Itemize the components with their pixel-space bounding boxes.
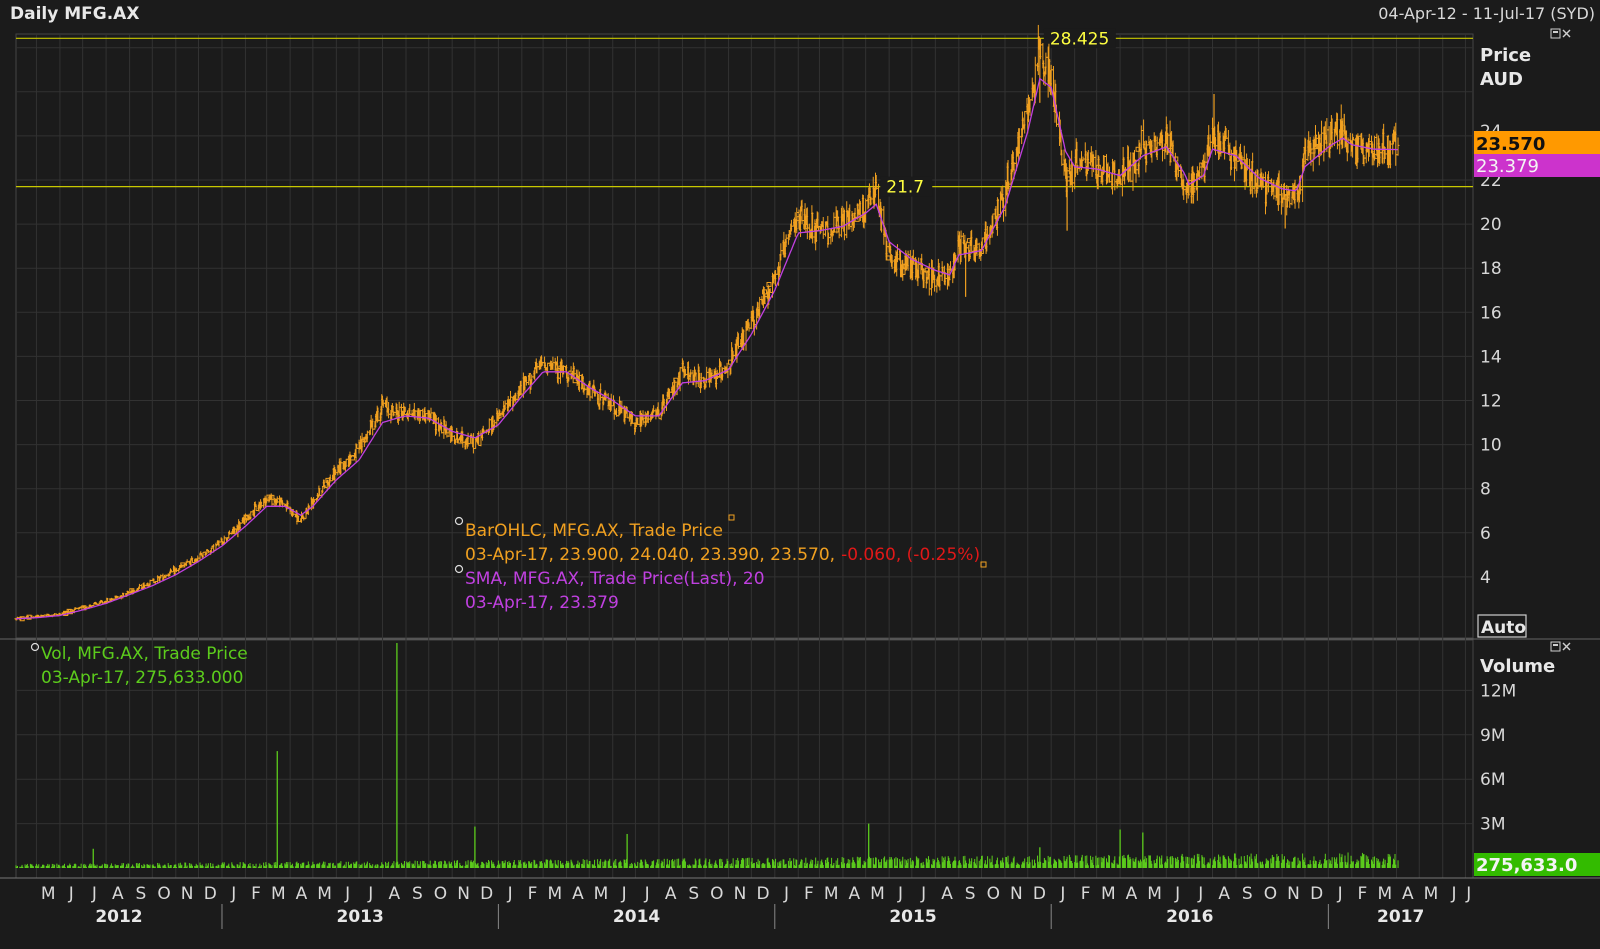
price-marker [727,359,733,365]
price-panel-frame [15,33,1474,639]
horizontal-lines: 28.425 21.7 [16,28,1473,198]
event-markers [19,130,1380,622]
price-marker [266,494,272,500]
price-marker [129,588,135,594]
price-marker [180,562,186,568]
price-marker [1342,130,1348,136]
hline-label: 28.425 [1050,29,1109,49]
price-marker [325,477,331,483]
price-marker [362,437,368,443]
price-marker [26,614,32,620]
price-marker [762,289,768,295]
price-marker [1316,144,1322,150]
price-marker [496,413,502,419]
price-marker [458,438,464,444]
hline-label: 21.7 [886,178,924,198]
price-marker [1199,162,1205,168]
price-marker [400,407,406,413]
price-marker [1310,148,1316,154]
price-marker [900,264,906,270]
price-marker [766,281,772,287]
volume-bars [15,643,1399,868]
price-marker [642,417,648,423]
grid-layer [16,34,1473,878]
price-marker [572,378,578,384]
price-marker [269,494,275,500]
price-marker [1190,187,1196,193]
price-marker [803,223,809,229]
price-marker [556,368,562,374]
sma-line [16,77,1398,620]
price-marker [924,267,930,273]
price-marker [1065,176,1071,182]
price-marker [673,377,679,383]
price-marker [885,255,891,261]
date-range: 04-Apr-12 - 11-Jul-17 (SYD) [1378,4,1595,23]
hline-label-bg [880,176,933,197]
price-marker [1312,143,1318,149]
price-marker [349,455,355,461]
price-marker [1116,178,1122,184]
price-marker [1283,194,1289,200]
price-marker [796,216,802,222]
price-marker [966,238,972,244]
price-marker [1374,153,1380,159]
chart-title: Daily MFG.AX [10,4,139,24]
header-bar [0,0,1600,26]
price-marker [243,515,249,521]
price-marker [1135,146,1141,152]
hline-label-bg [1043,28,1116,49]
price-marker [232,528,238,534]
